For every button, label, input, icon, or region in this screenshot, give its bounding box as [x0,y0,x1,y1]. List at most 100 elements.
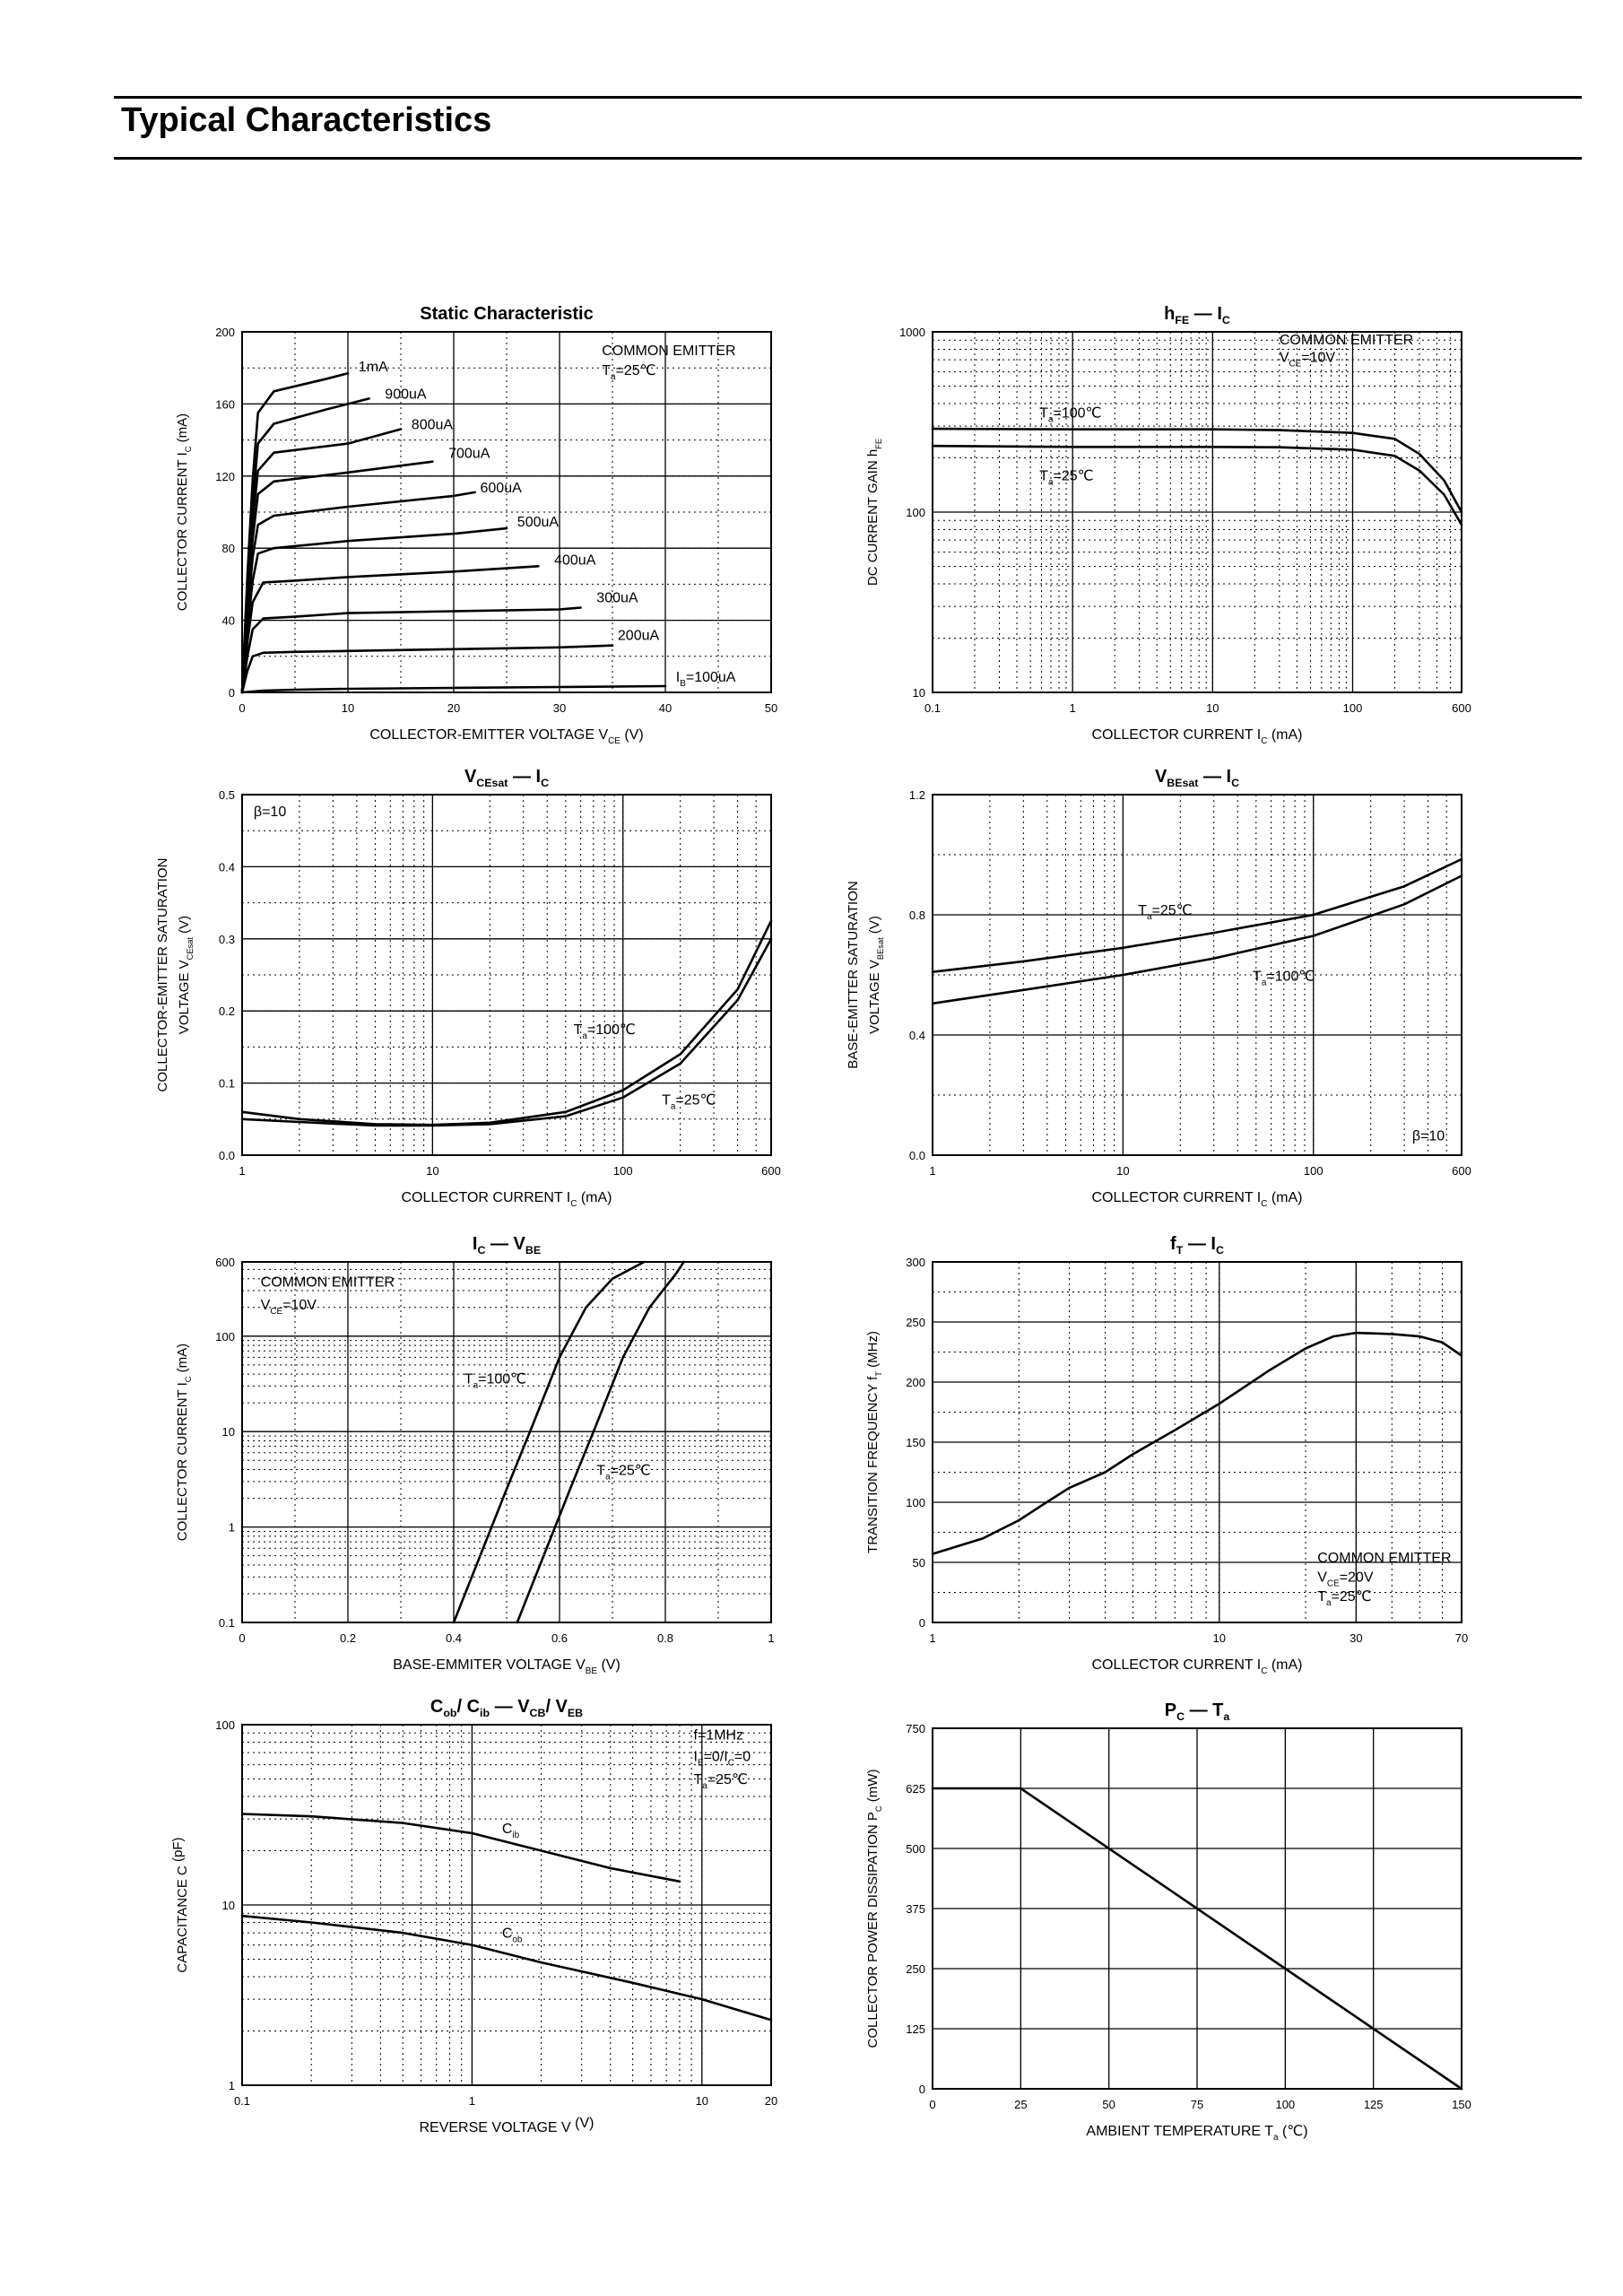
series-line-Ta=25C [931,857,1463,973]
series-label: 200uA [618,629,660,644]
y-tick-label: 0.8 [909,909,925,922]
chart-title: hFE — IC [1164,304,1230,326]
x-axis-label: AMBIENT TEMPERATURE Ta (℃) [1086,2124,1307,2143]
x-tick-label: 0.1 [234,2094,250,2108]
y-tick-label: 500 [906,1842,925,1856]
series-label: Ta=100℃ [1253,970,1315,988]
y-tick-label: 0.0 [909,1149,925,1162]
x-axis-label: COLLECTOR CURRENT IC (mA) [401,1190,612,1209]
y-tick-label: 120 [215,470,235,483]
y-tick-label: 100 [906,506,925,519]
x-tick-label: 0.4 [446,1631,462,1645]
y-tick-label: 250 [906,1316,925,1329]
x-tick-label: 100 [1304,1164,1324,1178]
x-tick-label: 10 [1213,1631,1226,1645]
y-tick-label: 125 [906,2022,925,2036]
y-tick-label: 0.0 [219,1149,235,1162]
y-axis-label-line2: VOLTAGE VCEsat (V) [177,916,195,1034]
series-label: Ta=100℃ [464,1371,526,1390]
series-label: 400uA [554,552,596,568]
series-label: 800uA [412,418,454,433]
page-title: Typical Characteristics [121,101,492,139]
x-tick-label: 1 [469,2094,475,2108]
series-label: Ta=100℃ [574,1022,636,1041]
chart-cap: 0.1 1 10 20 1 10 100 Cob/ Cib — VCB/ VEB REVERSE… [170,1697,777,2135]
y-tick-label: 10 [222,1899,235,1912]
x-tick-label: 1 [929,1164,935,1178]
y-axis-label: COLLECTOR-EMITTER SATURATION VOLTAGE VCEs… [155,858,195,1092]
series-line-400uA [240,565,540,694]
x-tick-label: 100 [613,1164,633,1178]
y-tick-label: 200 [906,1376,925,1389]
plot-frame [932,1261,1462,1623]
series-line-fT [931,1331,1463,1555]
series-line-Ta=25C [516,1260,685,1624]
x-tick-label: 10 [1206,701,1219,715]
x-tick-label: 30 [553,701,566,715]
chart-title: fT — IC [1170,1234,1224,1257]
y-tick-label: 0 [229,686,235,700]
y-axis-label: CAPACITANCE C (pF) [170,1837,190,1972]
x-tick-label: 30 [1350,1631,1362,1645]
y-tick-label: 750 [906,1722,925,1735]
chart-annotation: β=10 [1412,1128,1445,1144]
series-line-Ta=100C [931,427,1463,514]
chart-icvbe: 0 0.2 0.4 0.6 0.8 1 0.1 1 10 100 600 IC — VBE BASE-E… [175,1234,775,1676]
chart-annotation: β=10 [254,804,286,820]
y-tick-label: 150 [906,1436,925,1449]
y-tick-label: 0.3 [219,933,235,946]
series-label: Ta=25℃ [596,1464,650,1483]
y-tick-label: 80 [222,542,235,555]
y-tick-label: 375 [906,1902,925,1916]
series-line-Ta=100C [931,874,1463,1005]
y-tick-label: 0.4 [909,1029,925,1042]
chart-annotation: Ta=25℃ [602,363,655,382]
series-line-Pc [931,1787,1463,2091]
y-tick-label: 10 [222,1425,235,1439]
series-line-I_B=100uA [240,684,667,694]
chart-annotation: Ta=25℃ [694,1772,748,1791]
series-label: 700uA [448,447,490,462]
series-label: 900uA [385,387,427,402]
x-tick-label: 50 [765,701,777,715]
x-tick-label: 0.2 [340,1631,356,1645]
plot-frame [932,794,1462,1156]
chart-annotation: COMMON EMITTER [602,344,735,359]
title-rule [114,157,1582,160]
chart-annotation: COMMON EMITTER [261,1275,395,1291]
series-line-1mA [240,371,350,694]
x-tick-label: 600 [761,1164,781,1178]
chart-annotation: COMMON EMITTER [1280,333,1413,348]
x-tick-label: 100 [1343,701,1363,715]
y-tick-label: 100 [906,1496,925,1509]
y-axis-label-text: COLLECTOR CURRENT IC (mA) [175,413,193,611]
x-tick-label: 20 [765,2094,777,2108]
series-label: Ta=25℃ [662,1093,716,1112]
x-tick-label: 1 [768,1631,774,1645]
x-axis-label: COLLECTOR-EMITTER VOLTAGE VCE (V) [369,727,643,746]
series-line-Ta=25C [931,444,1463,526]
plot-frame [241,1724,772,2086]
x-tick-label: 10 [342,701,354,715]
series-label: 300uA [596,591,638,606]
series-line-500uA [240,526,508,694]
chart-title: Static Characteristic [420,304,593,324]
y-tick-label: 250 [906,1962,925,1976]
chart-static: 0 10 20 30 40 50 0 40 80 120 160 200 Static Characte… [175,304,777,746]
x-tick-label: 50 [1102,2098,1115,2111]
x-tick-label: 75 [1191,2098,1203,2111]
y-axis-label: DC CURRENT GAIN hFE [865,439,883,586]
top-rule [114,96,1582,99]
y-tick-label: 10 [913,686,925,700]
chart-annotation: Ta=25℃ [1317,1589,1371,1608]
y-tick-label: 0.4 [219,860,235,874]
y-tick-label: 40 [222,614,235,628]
y-tick-label: 0.1 [219,1616,235,1630]
y-axis-label-text: CAPACITANCE C (pF) [170,1837,190,1972]
x-axis-label: REVERSE VOLTAGE V (V) [419,2116,594,2135]
x-tick-label: 600 [1452,701,1471,715]
x-tick-label: 1 [239,1164,245,1178]
chart-ft: 1 10 30 70 0 50 100 150 200 250 300 fT — IC COLLECTO… [865,1234,1468,1676]
chart-vcesat: 1 10 100 600 0.0 0.1 0.2 0.3 0.4 0.5 VCEsat — IC CO… [155,767,781,1209]
